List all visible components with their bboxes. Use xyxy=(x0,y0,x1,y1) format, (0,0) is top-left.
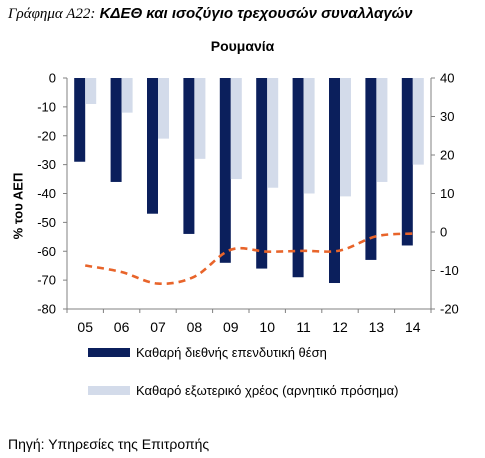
legend-swatch-niip xyxy=(88,348,130,357)
bar-niip-10 xyxy=(256,78,268,269)
left-tick-label: -50 xyxy=(37,215,56,230)
x-tick-label: 07 xyxy=(150,319,166,335)
figure-title: Γράφημα Α22: ΚΔΕΘ και ισοζύγιο τρεχουσών… xyxy=(8,5,413,23)
x-tick-label: 12 xyxy=(332,319,348,335)
left-tick-label: -20 xyxy=(37,128,56,143)
bar-ned-05 xyxy=(85,78,97,104)
figure-prefix: Γράφημα Α22: xyxy=(8,6,96,22)
right-tick-label: 0 xyxy=(440,225,447,240)
bar-ned-06 xyxy=(121,78,133,113)
legend-swatch-ned xyxy=(88,386,130,395)
figure-title-text: ΚΔΕΘ και ισοζύγιο τρεχουσών συναλλαγών xyxy=(99,5,413,22)
bar-ned-09 xyxy=(230,78,242,180)
bar-niip-05 xyxy=(74,78,86,162)
x-tick-label: 08 xyxy=(187,319,203,335)
legend-label-niip: Καθαρή διεθνής επενδυτική θέση xyxy=(136,345,327,360)
bar-ned-10 xyxy=(267,78,279,188)
bar-niip-11 xyxy=(292,78,304,278)
x-tick-label: 05 xyxy=(77,319,93,335)
bar-ned-13 xyxy=(376,78,388,182)
bar-niip-09 xyxy=(219,78,231,263)
x-tick-label: 10 xyxy=(259,319,275,335)
bar-ned-07 xyxy=(158,78,169,139)
x-tick-label: 14 xyxy=(405,319,421,335)
bar-ned-08 xyxy=(194,78,206,159)
bar-niip-12 xyxy=(329,78,340,284)
bar-niip-13 xyxy=(365,78,377,260)
right-tick-label: 30 xyxy=(440,109,454,124)
bar-niip-08 xyxy=(183,78,195,234)
bar-niip-07 xyxy=(147,78,158,214)
x-tick-label: 09 xyxy=(223,319,239,335)
bar-niip-14 xyxy=(401,78,413,246)
bar-ned-11 xyxy=(303,78,315,194)
left-tick-label: -10 xyxy=(37,99,56,114)
chart-plot: 0 -10 -20 -30 -40 -50 -60 -70 -80 40 30 20 10 0 -10 -20… xyxy=(37,71,459,336)
right-tick-label: -10 xyxy=(440,263,459,278)
bar-ned-12 xyxy=(340,78,351,197)
left-tick-label: 0 xyxy=(49,71,56,86)
right-tick-label: 20 xyxy=(440,148,454,163)
right-tick-label: 10 xyxy=(440,186,454,201)
left-tick-label: -60 xyxy=(37,244,56,259)
left-tick-label: -80 xyxy=(37,302,56,317)
bar-ned-14 xyxy=(412,78,424,165)
source-note: Πηγή: Υπηρεσίες της Επιτροπής xyxy=(8,436,210,452)
legend-label-ned: Καθαρό εξωτερικό χρέος (αρνητικό πρόσημα… xyxy=(136,383,399,398)
left-tick-label: -40 xyxy=(37,186,56,201)
bar-niip-06 xyxy=(110,78,122,182)
x-tick-label: 06 xyxy=(114,319,130,335)
line-current-account xyxy=(84,232,413,286)
x-tick-label: 11 xyxy=(296,319,311,335)
right-tick-label: -20 xyxy=(440,302,459,317)
left-tick-label: -30 xyxy=(37,157,56,172)
left-tick-label: -70 xyxy=(37,273,56,288)
chart-title: Ρουμανία xyxy=(210,38,275,54)
right-tick-label: 40 xyxy=(440,71,454,86)
x-tick-label: 13 xyxy=(369,319,385,335)
